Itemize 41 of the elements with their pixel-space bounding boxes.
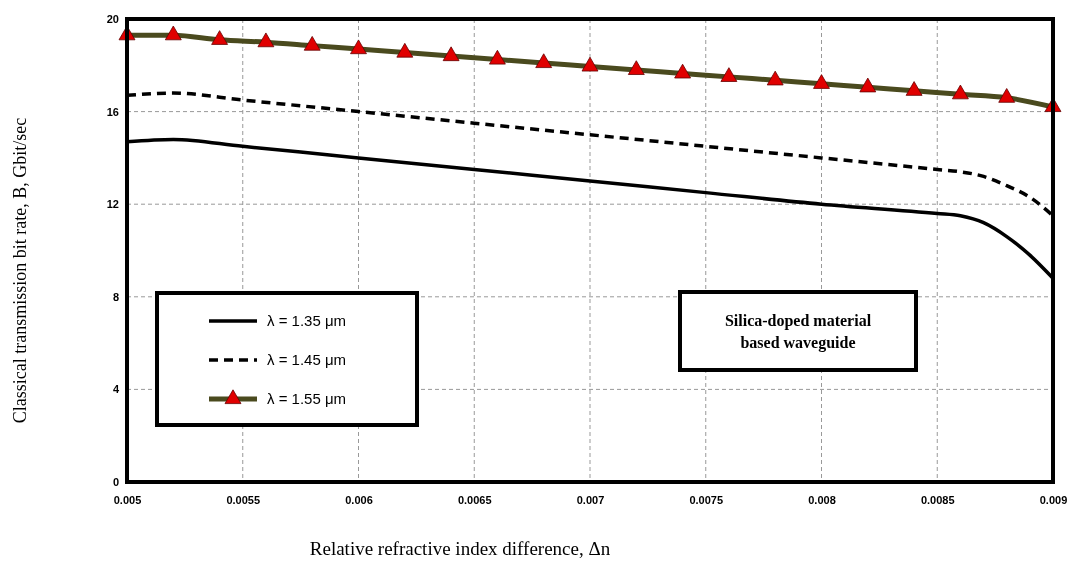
point: [489, 49, 506, 65]
text-box: Silica-doped material based waveguide: [678, 290, 918, 372]
point: [581, 56, 599, 72]
x-tick-label: 0.007: [576, 493, 605, 506]
annotation: Silica-doped material based waveguide: [724, 312, 872, 352]
x-tick-label: 0.0085: [920, 493, 955, 506]
legend-label: λ = 1.45 μm: [267, 351, 347, 368]
y-tick-label: 8: [112, 290, 119, 303]
y-tick-label: 12: [106, 198, 119, 211]
x-tick-label: 0.006: [345, 493, 373, 506]
y-tick-label: 0: [112, 476, 119, 489]
point: [535, 53, 553, 68]
x-tick-label: 0.009: [1039, 493, 1068, 506]
y-axis-title: Classical transmission bit rate, B, Gbit/sec: [10, 117, 30, 424]
point: [396, 42, 414, 58]
point: [905, 81, 923, 96]
point: [720, 67, 738, 82]
point: [813, 74, 830, 89]
point: [257, 32, 275, 48]
point: [859, 77, 877, 93]
point: [952, 84, 969, 100]
point: [766, 70, 784, 86]
legend-label: λ = 1.55 μm: [267, 390, 347, 407]
x-tick-label: 0.0065: [457, 493, 492, 506]
point: [303, 36, 321, 51]
y-tick-label: 4: [112, 383, 120, 396]
x-tick-label: 0.008: [808, 493, 836, 506]
point: [627, 60, 645, 75]
point: [211, 30, 228, 45]
point: [442, 46, 460, 62]
point: [674, 63, 691, 79]
y-tick-label: 20: [106, 13, 119, 26]
x-axis-title: Relative refractive index difference, Δn: [309, 538, 611, 559]
point: [998, 88, 1016, 103]
legend-label: λ = 1.35 μm: [267, 312, 347, 329]
point: [350, 39, 367, 55]
y-tick-label: 16: [106, 105, 119, 118]
x-tick-label: 0.0075: [689, 493, 724, 506]
x-tick-label: 0.005: [113, 493, 142, 506]
x-tick-label: 0.0055: [226, 493, 261, 506]
point: [164, 25, 182, 41]
